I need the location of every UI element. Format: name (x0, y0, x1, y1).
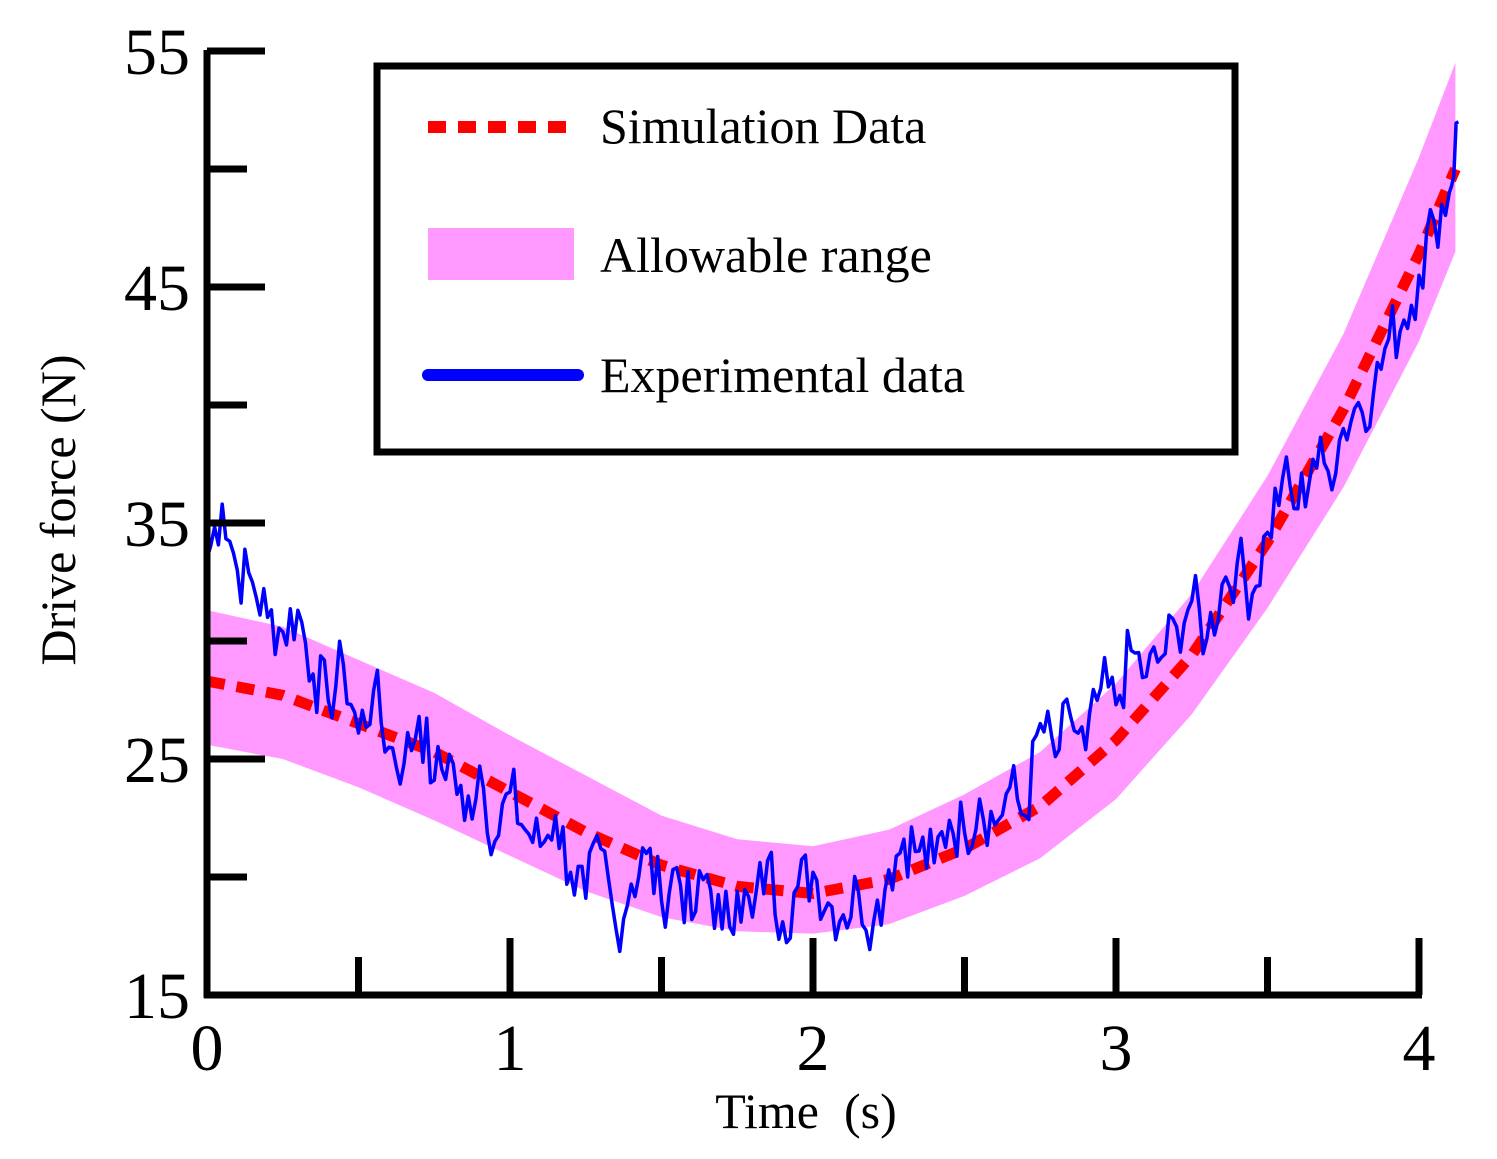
experimental-line-layer (205, 120, 1460, 954)
legend-label-experimental: Experimental data (600, 347, 965, 403)
x-tick-label: 3 (1100, 1012, 1133, 1085)
y-tick-label: 45 (124, 252, 190, 325)
y-tick-label: 25 (124, 724, 190, 797)
legend-swatch-allowable-range (428, 228, 574, 280)
x-tick-layer: 0 1 2 3 4 (191, 938, 1436, 1085)
legend-label-simulation: Simulation Data (600, 98, 926, 154)
y-tick-layer: 15 25 35 45 55 (124, 16, 265, 1033)
x-tick-label: 1 (494, 1012, 527, 1085)
x-tick-label: 4 (1403, 1012, 1436, 1085)
experimental-data-line (205, 120, 1460, 954)
x-tick-label: 2 (797, 1012, 830, 1085)
y-tick-label: 35 (124, 488, 190, 561)
x-tick-label: 0 (191, 1012, 224, 1085)
y-axis-title: Drive force (N) (30, 355, 86, 666)
legend: Simulation Data Allowable range Experime… (373, 62, 1239, 456)
legend-label-allowable-range: Allowable range (600, 227, 932, 283)
y-tick-label: 15 (124, 960, 190, 1033)
y-tick-label: 55 (124, 16, 190, 89)
x-axis-title: Time (s) (715, 1083, 897, 1139)
